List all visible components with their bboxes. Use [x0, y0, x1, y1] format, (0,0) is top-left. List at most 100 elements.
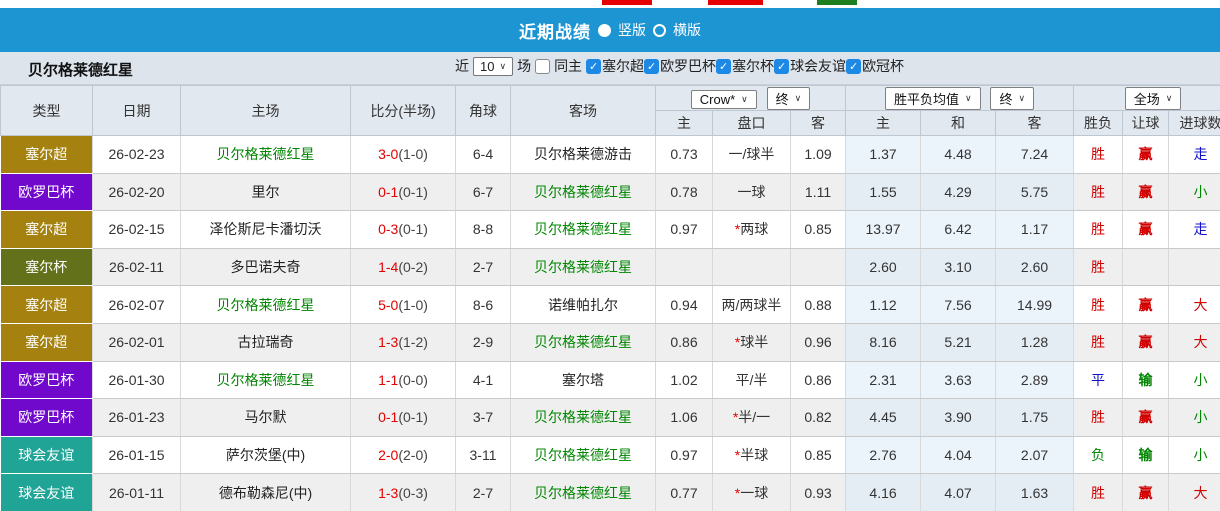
- avg-win-cell: 8.16: [845, 323, 922, 362]
- away-team-link[interactable]: 贝尔格莱德红星: [510, 210, 656, 249]
- handicap-result-cell: 输: [1122, 436, 1170, 475]
- league-checkbox[interactable]: ✓: [586, 58, 602, 74]
- date-cell: 26-02-11: [92, 248, 181, 287]
- away-team-link[interactable]: 贝尔格莱德红星: [510, 398, 656, 437]
- filter-controls: 近 10 ∨ 场 同主 ✓ 塞尔超 ✓ 欧罗巴杯 ✓ 塞尔杯 ✓ 球会友谊 ✓ 欧冠杯: [455, 56, 904, 76]
- team-name: 贝尔格莱德红星: [28, 62, 134, 79]
- table-row: 球会友谊 26-01-15 萨尔茨堡(中) 2-0(2-0) 3-11 贝尔格莱德红星 0.…: [0, 436, 1220, 475]
- handicap-star: *: [734, 221, 741, 238]
- away-team-link[interactable]: 贝尔格莱德游击: [510, 135, 656, 174]
- league-filter-0: ✓ 塞尔超: [586, 56, 644, 76]
- sub-header-avg-draw: 和: [920, 110, 997, 136]
- corner-score-cell: 8-6: [455, 285, 511, 324]
- league-badge: 塞尔超: [0, 285, 93, 324]
- odds-time-select[interactable]: 终 ∨: [766, 86, 811, 110]
- avg-win-cell: 2.31: [845, 361, 922, 400]
- date-cell: 26-01-30: [92, 361, 181, 400]
- home-team-link[interactable]: 泽伦斯尼卡潘切沃: [180, 210, 351, 249]
- odds-home-cell: 0.97: [655, 210, 713, 249]
- odds-home-cell: 0.94: [655, 285, 713, 324]
- avg-lose-cell: 2.89: [995, 361, 1075, 400]
- league-filter-1: ✓ 欧罗巴杯: [644, 56, 716, 76]
- league-badge: 塞尔杯: [0, 248, 93, 287]
- handicap-result-cell: 赢: [1122, 135, 1170, 174]
- result-cell: 胜: [1073, 323, 1124, 362]
- handicap-star: *: [734, 334, 741, 351]
- fullmatch-select[interactable]: 全场 ∨: [1124, 86, 1182, 110]
- corner-score-cell: 2-7: [455, 248, 511, 287]
- goals-result-cell: 大: [1168, 285, 1220, 324]
- cutoff-red-button-1[interactable]: [602, 0, 652, 5]
- home-team-link[interactable]: 贝尔格莱德红星: [180, 361, 351, 400]
- away-team-link[interactable]: 诺维帕扎尔: [510, 285, 656, 324]
- home-team-link[interactable]: 贝尔格莱德红星: [180, 135, 351, 174]
- result-cell: 平: [1073, 361, 1124, 400]
- league-checkbox-label: 球会友谊: [790, 58, 847, 74]
- home-team-link[interactable]: 古拉瑞奇: [180, 323, 351, 362]
- league-checkbox-label: 欧冠杯: [862, 58, 905, 74]
- avg-lose-cell: 7.24: [995, 135, 1075, 174]
- chevron-down-icon: ∨: [499, 60, 507, 71]
- corner-score-cell: 2-9: [455, 323, 511, 362]
- fulltime-score: 1-1: [378, 371, 399, 388]
- avg-type-select[interactable]: 胜平负均值 ∨: [884, 86, 981, 110]
- horizontal-layout-radio[interactable]: [653, 23, 666, 37]
- result-cell: 胜: [1073, 210, 1124, 249]
- score-cell: 3-0(1-0): [350, 135, 456, 174]
- league-checkbox[interactable]: ✓: [644, 58, 660, 74]
- league-checkbox[interactable]: ✓: [846, 58, 862, 74]
- avg-time-select[interactable]: 终 ∨: [990, 86, 1035, 110]
- league-badge: 球会友谊: [0, 436, 93, 475]
- result-cell: 负: [1073, 436, 1124, 475]
- top-cutoff-strip: [0, 0, 1220, 8]
- away-team-link[interactable]: 贝尔格莱德红星: [510, 436, 656, 475]
- vertical-layout-label[interactable]: 竖版: [618, 22, 646, 38]
- handicap-cell: *半球: [712, 436, 791, 475]
- league-badge: 欧罗巴杯: [0, 361, 93, 400]
- away-team-link[interactable]: 贝尔格莱德红星: [510, 473, 656, 511]
- results-table: 类型 日期 主场 比分(半场) 角球 客场 Crow* ∨ 终 ∨: [0, 85, 1220, 511]
- table-row: 塞尔超 26-02-01 古拉瑞奇 1-3(1-2) 2-9 贝尔格莱德红星 0.86 *球半…: [0, 323, 1220, 362]
- near-label: 近: [455, 58, 469, 74]
- avg-draw-cell: 3.90: [920, 398, 997, 437]
- goals-result-cell: 小: [1168, 436, 1220, 475]
- home-team-link[interactable]: 马尔默: [180, 398, 351, 437]
- cutoff-green-button[interactable]: [817, 0, 857, 5]
- same-home-checkbox[interactable]: [535, 58, 551, 74]
- halftime-score: (0-1): [398, 221, 428, 238]
- avg-lose-cell: 1.75: [995, 398, 1075, 437]
- league-filter-group: ✓ 塞尔超 ✓ 欧罗巴杯 ✓ 塞尔杯 ✓ 球会友谊 ✓ 欧冠杯: [586, 56, 904, 76]
- bookmaker-select[interactable]: Crow* ∨: [690, 89, 757, 109]
- league-badge: 塞尔超: [0, 323, 93, 362]
- date-cell: 26-02-07: [92, 285, 181, 324]
- away-team-link[interactable]: 贝尔格莱德红星: [510, 323, 656, 362]
- result-cell: 胜: [1073, 248, 1124, 287]
- away-team-link[interactable]: 贝尔格莱德红星: [510, 173, 656, 212]
- fulltime-score: 2-0: [378, 447, 399, 464]
- result-cell: 胜: [1073, 135, 1124, 174]
- home-team-link[interactable]: 德布勒森尼(中): [180, 473, 351, 511]
- home-team-link[interactable]: 里尔: [180, 173, 351, 212]
- goals-result-cell: 小: [1168, 398, 1220, 437]
- odds-away-cell: 0.82: [790, 398, 847, 437]
- away-team-link[interactable]: 塞尔塔: [510, 361, 656, 400]
- home-team-link[interactable]: 萨尔茨堡(中): [180, 436, 351, 475]
- handicap-result-cell: 赢: [1122, 285, 1170, 324]
- horizontal-layout-label[interactable]: 横版: [673, 22, 701, 38]
- cutoff-red-button-2[interactable]: [708, 0, 763, 5]
- odds-away-cell: 0.93: [790, 473, 847, 511]
- league-checkbox[interactable]: ✓: [716, 58, 732, 74]
- header-away: 客场: [510, 85, 656, 136]
- league-checkbox[interactable]: ✓: [774, 58, 790, 74]
- home-team-link[interactable]: 多巴诺夫奇: [180, 248, 351, 287]
- home-team-link[interactable]: 贝尔格莱德红星: [180, 285, 351, 324]
- score-cell: 0-1(0-1): [350, 398, 456, 437]
- odds-home-cell: 0.97: [655, 436, 713, 475]
- league-checkbox-label: 塞尔杯: [732, 58, 775, 74]
- league-badge: 欧罗巴杯: [0, 173, 93, 212]
- away-team-link[interactable]: 贝尔格莱德红星: [510, 248, 656, 287]
- result-cell: 胜: [1073, 285, 1124, 324]
- match-count-select[interactable]: 10 ∨: [473, 56, 514, 76]
- score-cell: 1-3(1-2): [350, 323, 456, 362]
- vertical-layout-radio[interactable]: [598, 23, 611, 37]
